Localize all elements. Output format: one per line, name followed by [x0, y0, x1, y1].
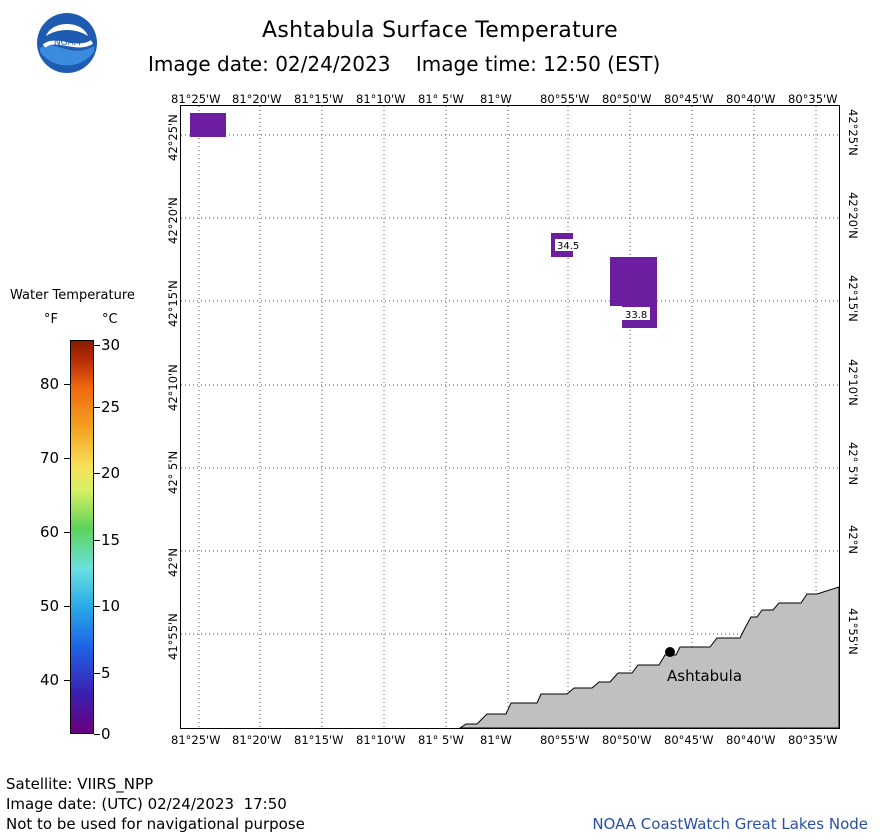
scale-tick-mark — [64, 680, 70, 681]
lon-tick-top: 80°35'W — [788, 92, 838, 106]
noaa-logo: NOAA — [37, 13, 97, 73]
lat-tick-left: 42°15'N — [166, 280, 180, 327]
lon-tick-bottom: 80°35'W — [788, 733, 838, 747]
lat-tick-left: 41°55'N — [166, 613, 180, 660]
lat-tick-right: 42°10'N — [846, 359, 860, 406]
lat-tick-left: 42°10'N — [166, 364, 180, 411]
scale-tick-c: 10 — [101, 597, 121, 615]
scale-tick-c: 5 — [101, 664, 111, 682]
scale-tick-c: 20 — [101, 464, 121, 482]
noaa-logo-text: NOAA — [54, 38, 81, 48]
legend-unit-f: °F — [44, 312, 58, 327]
scale-tick-mark — [94, 473, 100, 474]
lon-tick-bottom: 81°25'W — [171, 733, 221, 747]
scale-tick-c: 25 — [101, 398, 121, 416]
lat-tick-left: 42°N — [166, 548, 180, 577]
scale-tick-mark — [94, 345, 100, 346]
satellite-label: Satellite: VIIRS_NPP — [6, 775, 154, 793]
lat-tick-left: 42°25'N — [166, 114, 180, 161]
disclaimer-label: Not to be used for navigational purpose — [6, 815, 305, 833]
lon-tick-top: 81°20'W — [232, 92, 282, 106]
legend-unit-c: °C — [102, 312, 118, 327]
image-time-label: Image time: 12:50 (EST) — [415, 52, 661, 76]
lon-tick-top: 80°45'W — [664, 92, 714, 106]
lon-tick-top: 81° 5'W — [418, 92, 464, 106]
scale-tick-mark — [94, 407, 100, 408]
lon-tick-bottom: 80°40'W — [726, 733, 776, 747]
sample-label-2: 33.8 — [625, 310, 647, 321]
legend-title: Water Temperature — [10, 288, 135, 303]
lat-tick-right: 42°25'N — [846, 109, 860, 156]
lon-tick-top: 81°15'W — [294, 92, 344, 106]
page-title: Ashtabula Surface Temperature — [262, 18, 618, 43]
lon-tick-bottom: 81°15'W — [294, 733, 344, 747]
ashtabula-marker-icon — [665, 647, 675, 657]
scale-tick-f: 60 — [40, 523, 60, 541]
lat-tick-right: 42°20'N — [846, 192, 860, 239]
color-scale-bar — [70, 340, 94, 734]
lat-tick-right: 42°15'N — [846, 275, 860, 322]
lat-tick-left: 42° 5'N — [166, 450, 180, 494]
scale-tick-f: 80 — [40, 375, 60, 393]
lon-tick-bottom: 80°50'W — [602, 733, 652, 747]
graticule — [181, 106, 839, 728]
lon-tick-bottom: 81° 5'W — [418, 733, 464, 747]
lon-tick-top: 81°W — [480, 92, 512, 106]
lon-tick-top: 80°55'W — [540, 92, 590, 106]
map-panel: 34.5 33.8 Ashtabula — [180, 105, 840, 729]
scale-tick-mark — [64, 458, 70, 459]
lon-tick-top: 81°10'W — [356, 92, 406, 106]
lon-tick-bottom: 80°45'W — [664, 733, 714, 747]
lon-tick-bottom: 81°10'W — [356, 733, 406, 747]
lon-tick-bottom: 81°20'W — [232, 733, 282, 747]
scale-tick-mark — [94, 734, 100, 735]
scale-tick-mark — [94, 673, 100, 674]
lon-tick-top: 81°25'W — [171, 92, 221, 106]
lon-tick-top: 80°50'W — [602, 92, 652, 106]
lat-tick-right: 41°55'N — [846, 608, 860, 655]
scale-tick-c: 30 — [101, 336, 121, 354]
place-label-ashtabula: Ashtabula — [667, 667, 742, 685]
lon-tick-top: 80°40'W — [726, 92, 776, 106]
lat-tick-left: 42°20'N — [166, 197, 180, 244]
map-svg: 34.5 33.8 Ashtabula — [181, 106, 839, 728]
temp-cell-northwest — [190, 113, 226, 137]
scale-tick-f: 70 — [40, 449, 60, 467]
image-date-label: Image date: 02/24/2023 — [148, 52, 391, 76]
land-shoreline — [459, 586, 839, 728]
lon-tick-bottom: 80°55'W — [540, 733, 590, 747]
scale-tick-mark — [94, 606, 100, 607]
credit-label: NOAA CoastWatch Great Lakes Node — [592, 815, 868, 833]
scale-tick-mark — [94, 540, 100, 541]
scale-tick-f: 50 — [40, 597, 60, 615]
scale-tick-c: 0 — [101, 725, 111, 743]
scale-tick-mark — [64, 384, 70, 385]
scale-tick-mark — [64, 606, 70, 607]
lat-tick-right: 42° 5'N — [846, 442, 860, 486]
scale-tick-f: 40 — [40, 671, 60, 689]
sample-label-1: 34.5 — [557, 241, 579, 252]
lon-tick-bottom: 81°W — [480, 733, 512, 747]
scale-tick-mark — [64, 532, 70, 533]
image-datetime: Image date: 02/24/2023 Image time: 12:50… — [148, 52, 660, 76]
scale-tick-c: 15 — [101, 531, 121, 549]
lat-tick-right: 42°N — [846, 525, 860, 554]
utc-date-label: Image date: (UTC) 02/24/2023 17:50 — [6, 795, 287, 813]
